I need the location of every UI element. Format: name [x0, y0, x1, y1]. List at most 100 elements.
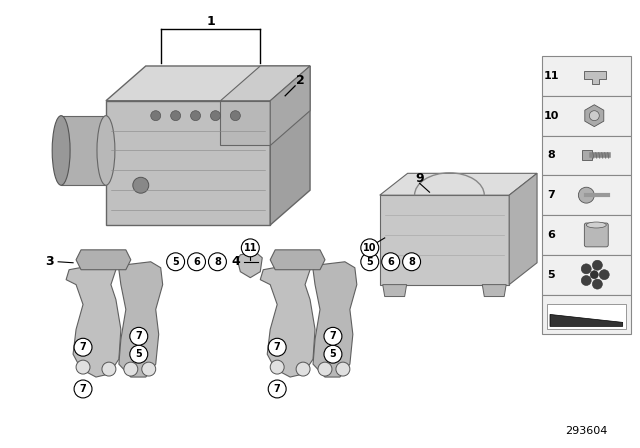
Circle shape	[361, 239, 379, 257]
Circle shape	[191, 111, 200, 121]
Text: 1: 1	[206, 15, 215, 28]
Polygon shape	[542, 136, 630, 175]
Circle shape	[209, 253, 227, 271]
Text: 9: 9	[415, 172, 424, 185]
Polygon shape	[542, 175, 630, 215]
Circle shape	[124, 362, 138, 376]
Text: 2: 2	[296, 74, 305, 87]
Circle shape	[171, 111, 180, 121]
Polygon shape	[313, 262, 357, 377]
Text: 7: 7	[136, 332, 142, 341]
Text: 7: 7	[79, 384, 86, 394]
Circle shape	[403, 253, 420, 271]
Circle shape	[166, 253, 184, 271]
Circle shape	[74, 380, 92, 398]
Polygon shape	[76, 250, 131, 270]
Polygon shape	[542, 294, 630, 334]
Polygon shape	[270, 66, 310, 225]
Polygon shape	[383, 284, 406, 297]
Circle shape	[130, 327, 148, 345]
Text: 3: 3	[45, 255, 54, 268]
Circle shape	[324, 345, 342, 363]
Polygon shape	[106, 66, 310, 101]
Polygon shape	[220, 101, 270, 146]
Polygon shape	[582, 151, 592, 160]
Text: 10: 10	[543, 111, 559, 121]
Text: 5: 5	[330, 349, 336, 359]
Circle shape	[230, 111, 241, 121]
Polygon shape	[237, 252, 262, 278]
Text: 5: 5	[136, 349, 142, 359]
Circle shape	[593, 279, 602, 289]
Text: 5: 5	[172, 257, 179, 267]
Circle shape	[336, 362, 350, 376]
Circle shape	[76, 360, 90, 374]
Polygon shape	[270, 66, 310, 146]
Circle shape	[579, 187, 595, 203]
Polygon shape	[380, 173, 537, 195]
Text: 7: 7	[274, 384, 280, 394]
Circle shape	[188, 253, 205, 271]
Text: 4: 4	[231, 255, 240, 268]
Text: 8: 8	[214, 257, 221, 267]
Ellipse shape	[586, 222, 606, 228]
Circle shape	[133, 177, 148, 193]
Text: 6: 6	[193, 257, 200, 267]
Ellipse shape	[52, 116, 70, 185]
Circle shape	[593, 260, 602, 270]
Circle shape	[599, 270, 609, 280]
Text: 6: 6	[547, 230, 555, 240]
Polygon shape	[542, 56, 630, 96]
Text: 8: 8	[547, 151, 555, 160]
Circle shape	[268, 338, 286, 356]
Polygon shape	[380, 195, 509, 284]
Ellipse shape	[97, 116, 115, 185]
Circle shape	[211, 111, 220, 121]
Circle shape	[268, 380, 286, 398]
FancyBboxPatch shape	[584, 223, 608, 247]
Polygon shape	[542, 96, 630, 136]
Polygon shape	[509, 173, 537, 284]
Text: 7: 7	[330, 332, 336, 341]
Circle shape	[142, 362, 156, 376]
Polygon shape	[542, 215, 630, 255]
Polygon shape	[66, 255, 121, 377]
Polygon shape	[260, 255, 315, 377]
Circle shape	[270, 360, 284, 374]
Circle shape	[102, 362, 116, 376]
Polygon shape	[119, 262, 163, 377]
Text: 293604: 293604	[564, 426, 607, 436]
Text: 11: 11	[244, 243, 257, 253]
Circle shape	[324, 327, 342, 345]
Polygon shape	[270, 250, 325, 270]
Circle shape	[241, 239, 259, 257]
Polygon shape	[61, 116, 106, 185]
Polygon shape	[547, 305, 626, 329]
Polygon shape	[220, 66, 310, 101]
Circle shape	[589, 111, 599, 121]
Polygon shape	[585, 105, 604, 127]
Circle shape	[74, 338, 92, 356]
Circle shape	[318, 362, 332, 376]
Text: 11: 11	[543, 71, 559, 81]
Text: 6: 6	[387, 257, 394, 267]
Circle shape	[590, 271, 598, 279]
Polygon shape	[584, 71, 606, 84]
Circle shape	[361, 253, 379, 271]
Circle shape	[151, 111, 161, 121]
Circle shape	[581, 264, 591, 274]
Circle shape	[130, 345, 148, 363]
Circle shape	[581, 276, 591, 285]
Text: 10: 10	[363, 243, 376, 253]
Polygon shape	[542, 255, 630, 294]
Circle shape	[381, 253, 399, 271]
Text: 7: 7	[79, 342, 86, 352]
Circle shape	[296, 362, 310, 376]
Polygon shape	[483, 284, 506, 297]
Text: 8: 8	[408, 257, 415, 267]
Text: 7: 7	[274, 342, 280, 352]
Polygon shape	[106, 101, 270, 225]
Text: 7: 7	[547, 190, 555, 200]
Text: 5: 5	[547, 270, 555, 280]
Polygon shape	[550, 314, 623, 326]
